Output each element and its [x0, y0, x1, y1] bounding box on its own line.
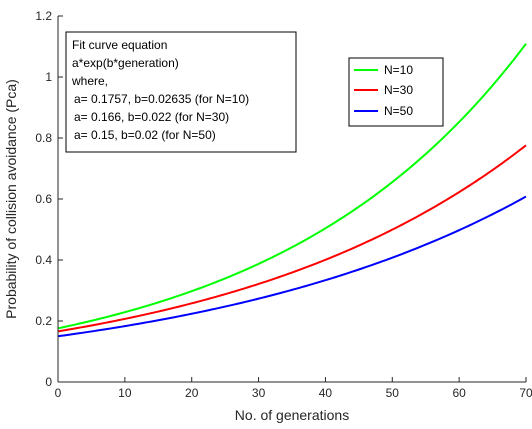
series-layer — [57, 43, 527, 338]
series-line-n30 — [57, 144, 527, 333]
x-tick-label: 40 — [319, 386, 333, 400]
x-tick-label: 20 — [185, 386, 199, 400]
annotation-line-2: a*exp(b*generation) — [72, 56, 179, 70]
y-tick-label: 0.6 — [35, 192, 52, 206]
y-tick-label: 1.2 — [35, 9, 52, 23]
legend-label-n50: N=50 — [384, 104, 413, 118]
annotation-line-6: a= 0.15, b=0.02 (for N=50) — [74, 128, 216, 142]
y-tick-label: 0.8 — [35, 131, 52, 145]
annotation-line-5: a= 0.166, b=0.022 (for N=30) — [74, 110, 229, 124]
x-tick-label: 10 — [118, 386, 132, 400]
x-tick-label: 50 — [386, 386, 400, 400]
y-axis-title: Probability of collision avoidance (Pca) — [3, 79, 19, 319]
x-tick-label: 70 — [519, 386, 532, 400]
y-tick-label: 1 — [45, 70, 52, 84]
x-tick-label: 60 — [452, 386, 466, 400]
legend-label-n30: N=30 — [384, 83, 413, 97]
x-tick-label: 0 — [55, 386, 62, 400]
x-tick-label: 30 — [252, 386, 266, 400]
series-line-n50 — [57, 195, 527, 338]
y-tick-label: 0 — [45, 375, 52, 389]
legend-label-n10: N=10 — [384, 63, 413, 77]
annotation-box: Fit curve equation a*exp(b*generation) w… — [65, 31, 297, 153]
tick-layer: 0 10 20 30 40 50 60 70 0 0.2 0.4 0.6 0.8 1 1.2 — [35, 9, 532, 400]
annotation-frame — [65, 31, 297, 153]
annotation-line-4: a= 0.1757, b=0.02635 (for N=10) — [74, 92, 249, 106]
annotation-line-1: Fit curve equation — [72, 38, 167, 52]
y-tick-label: 0.4 — [35, 253, 52, 267]
series-line-n10 — [57, 43, 527, 330]
x-axis-title: No. of generations — [235, 407, 349, 423]
y-tick-label: 0.2 — [35, 314, 52, 328]
legend: N=10 N=30 N=50 — [348, 57, 444, 127]
annotation-line-3: where, — [71, 74, 108, 88]
